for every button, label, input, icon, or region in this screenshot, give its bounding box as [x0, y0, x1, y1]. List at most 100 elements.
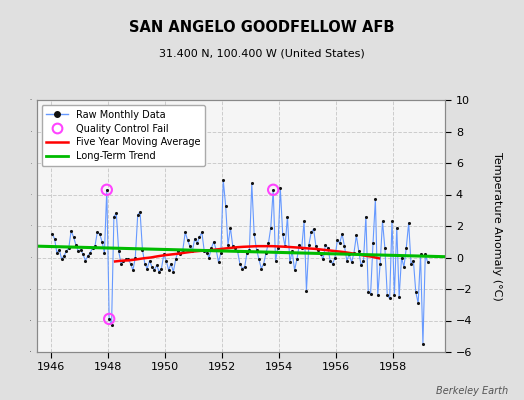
Point — [236, 261, 244, 267]
Point — [195, 234, 204, 240]
Text: Berkeley Earth: Berkeley Earth — [436, 386, 508, 396]
Point — [150, 267, 159, 273]
Point — [409, 258, 418, 264]
Point — [333, 237, 342, 243]
Point — [243, 250, 251, 256]
Point — [193, 240, 201, 246]
Point — [84, 253, 92, 259]
Point — [140, 261, 149, 267]
Point — [347, 259, 356, 266]
Point — [207, 245, 215, 251]
Point — [129, 267, 137, 273]
Point — [77, 246, 85, 253]
Point — [421, 251, 430, 258]
Point — [355, 248, 363, 254]
Point — [278, 231, 287, 237]
Point — [167, 261, 175, 267]
Point — [74, 248, 82, 254]
Point — [93, 229, 102, 236]
Point — [262, 250, 270, 256]
Point — [312, 243, 320, 250]
Point — [405, 220, 413, 226]
Point — [276, 185, 285, 191]
Point — [171, 256, 180, 262]
Point — [376, 261, 384, 267]
Point — [326, 258, 334, 264]
Point — [290, 267, 299, 273]
Point — [214, 259, 223, 266]
Point — [274, 245, 282, 251]
Point — [157, 265, 166, 272]
Point — [264, 240, 272, 246]
Point — [281, 243, 289, 250]
Point — [105, 316, 113, 322]
Point — [417, 251, 425, 258]
Point — [117, 261, 125, 267]
Point — [103, 186, 111, 193]
Point — [302, 287, 311, 294]
Point — [174, 248, 182, 254]
Point — [202, 250, 211, 256]
Point — [423, 259, 432, 266]
Point — [414, 300, 422, 306]
Point — [248, 180, 256, 187]
Point — [110, 213, 118, 220]
Point — [62, 248, 71, 254]
Point — [352, 232, 361, 239]
Point — [304, 242, 313, 248]
Point — [103, 186, 111, 193]
Point — [324, 245, 332, 251]
Point — [95, 231, 104, 237]
Point — [331, 254, 339, 261]
Point — [309, 226, 318, 232]
Point — [412, 289, 420, 295]
Point — [329, 261, 337, 267]
Point — [210, 238, 218, 245]
Point — [283, 213, 292, 220]
Point — [238, 265, 246, 272]
Point — [383, 292, 391, 298]
Point — [350, 250, 358, 256]
Point — [321, 242, 330, 248]
Point — [259, 261, 268, 267]
Point — [219, 177, 227, 184]
Point — [91, 243, 99, 250]
Point — [119, 258, 128, 264]
Point — [386, 295, 394, 302]
Point — [131, 254, 139, 261]
Point — [307, 229, 315, 236]
Point — [371, 196, 379, 202]
Point — [314, 246, 323, 253]
Point — [222, 202, 230, 209]
Point — [205, 254, 213, 261]
Point — [48, 231, 57, 237]
Point — [67, 228, 75, 234]
Point — [126, 261, 135, 267]
Point — [362, 213, 370, 220]
Point — [319, 256, 328, 262]
Point — [86, 250, 94, 256]
Point — [112, 210, 121, 217]
Point — [226, 224, 235, 231]
Point — [295, 242, 303, 248]
Point — [397, 254, 406, 261]
Point — [81, 258, 90, 264]
Point — [233, 248, 242, 254]
Point — [288, 248, 297, 254]
Point — [200, 248, 209, 254]
Point — [183, 237, 192, 243]
Point — [293, 256, 301, 262]
Point — [143, 265, 151, 272]
Point — [138, 246, 147, 253]
Point — [402, 245, 410, 251]
Point — [300, 218, 308, 224]
Point — [58, 256, 66, 262]
Point — [176, 251, 184, 258]
Text: SAN ANGELO GOODFELLOW AFB: SAN ANGELO GOODFELLOW AFB — [129, 20, 395, 36]
Point — [250, 231, 258, 237]
Point — [388, 218, 396, 224]
Point — [212, 246, 220, 253]
Point — [181, 229, 189, 236]
Point — [55, 246, 63, 253]
Point — [359, 258, 368, 264]
